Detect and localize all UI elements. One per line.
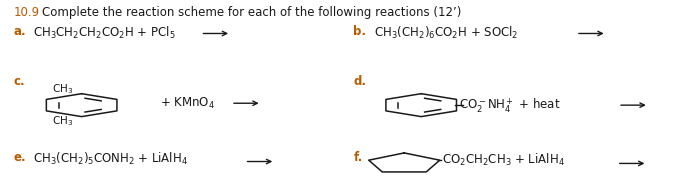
Text: CO$_2^-$NH$_4^+$ + heat: CO$_2^-$NH$_4^+$ + heat — [459, 96, 560, 114]
Text: a.: a. — [14, 25, 26, 38]
Text: CH$_3$CH$_2$CH$_2$CO$_2$H + PCl$_5$: CH$_3$CH$_2$CH$_2$CO$_2$H + PCl$_5$ — [33, 25, 175, 41]
Text: c.: c. — [14, 74, 26, 88]
Text: f.: f. — [353, 151, 362, 164]
Text: CH$_3$: CH$_3$ — [52, 82, 73, 96]
Text: b.: b. — [353, 25, 367, 38]
Text: CH$_3$(CH$_2$)$_6$CO$_2$H + SOCl$_2$: CH$_3$(CH$_2$)$_6$CO$_2$H + SOCl$_2$ — [374, 25, 518, 41]
Text: CH$_3$: CH$_3$ — [52, 115, 73, 129]
Text: e.: e. — [14, 151, 26, 164]
Text: 10.9: 10.9 — [14, 6, 40, 19]
Text: CH$_3$(CH$_2$)$_5$CONH$_2$ + LiAlH$_4$: CH$_3$(CH$_2$)$_5$CONH$_2$ + LiAlH$_4$ — [33, 151, 188, 167]
Text: + KMnO$_4$: + KMnO$_4$ — [160, 96, 215, 111]
Text: d.: d. — [353, 74, 367, 88]
Text: CO$_2$CH$_2$CH$_3$ + LiAlH$_4$: CO$_2$CH$_2$CH$_3$ + LiAlH$_4$ — [441, 152, 564, 168]
Text: Complete the reaction scheme for each of the following reactions (12’): Complete the reaction scheme for each of… — [42, 6, 462, 19]
